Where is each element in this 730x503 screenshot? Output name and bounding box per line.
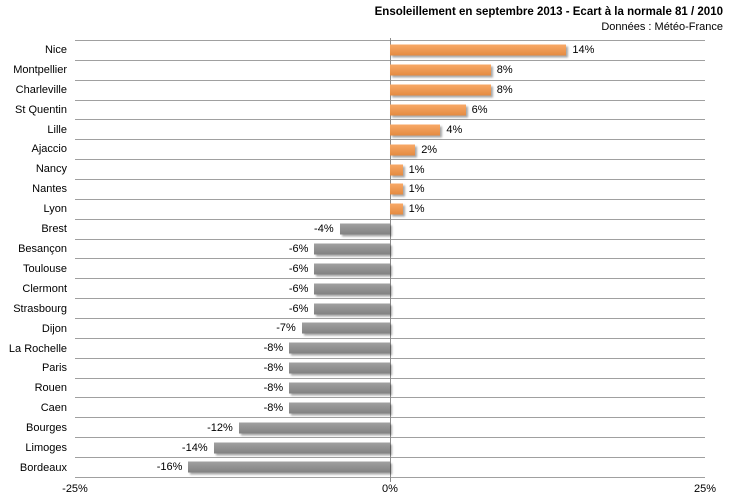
data-label: 8%: [496, 64, 513, 77]
data-label: 8%: [496, 84, 513, 97]
zero-axis-line: [390, 38, 391, 482]
bar-positive: [390, 84, 491, 96]
data-label: 1%: [408, 183, 425, 196]
bar-negative: [314, 263, 390, 275]
bar-negative: [289, 362, 390, 374]
category-label: Besançon: [18, 243, 67, 256]
x-tick-label: 25%: [693, 483, 717, 495]
plot-area: 14% 8% 8% 6% 4% 2% 1% 1% 1% -4% -6% -6% -6% -6% -7% -8%…: [75, 38, 705, 482]
bar-negative: [238, 422, 390, 434]
category-label: Nantes: [32, 183, 67, 196]
category-label: Dijon: [41, 322, 67, 335]
data-label: 6%: [471, 104, 488, 116]
data-label: 14%: [572, 44, 595, 57]
data-label: -8%: [263, 362, 284, 375]
category-label: Limoges: [25, 442, 67, 455]
bar-negative: [339, 223, 390, 235]
category-label: Nice: [44, 43, 67, 56]
bar-positive: [390, 64, 491, 76]
chart-title: Ensoleillement en septembre 2013 - Ecart…: [374, 6, 723, 18]
bar-negative: [301, 322, 390, 334]
bar-positive: [390, 104, 466, 116]
bar-positive: [390, 144, 416, 156]
category-label: Rouen: [34, 382, 67, 395]
category-label: Paris: [41, 362, 67, 375]
bar-positive: [390, 203, 403, 215]
category-labels: Nice Montpellier Charleville St Quentin Lill…: [0, 40, 67, 478]
bar-negative: [314, 243, 390, 255]
bar-negative: [213, 442, 390, 454]
x-tick-label: 0%: [382, 483, 398, 495]
chart-subtitle: Données : Météo-France: [601, 21, 723, 33]
data-label: -6%: [288, 302, 309, 315]
data-label: -16%: [156, 461, 183, 474]
bar-negative: [314, 303, 390, 315]
data-label: -8%: [263, 401, 284, 414]
bar-negative: [289, 382, 390, 394]
category-label: Toulouse: [22, 262, 67, 275]
category-label: Charleville: [15, 83, 67, 96]
category-label: St Quentin: [15, 103, 67, 116]
data-label: -6%: [288, 282, 309, 295]
category-label: Caen: [40, 402, 67, 415]
data-label: -6%: [288, 243, 309, 256]
data-label: 1%: [408, 203, 425, 216]
category-label: Nancy: [35, 163, 67, 176]
bar-positive: [390, 183, 403, 195]
category-label: Strasbourg: [13, 302, 67, 315]
category-label: La Rochelle: [8, 342, 67, 355]
data-label: -6%: [288, 262, 309, 275]
bar-positive: [390, 44, 567, 56]
x-tick-label: -25%: [62, 483, 88, 495]
bar-negative: [289, 342, 390, 354]
category-label: Brest: [41, 223, 67, 236]
data-label: -12%: [207, 421, 233, 434]
bar-negative: [314, 283, 390, 295]
data-label: 4%: [446, 123, 463, 136]
data-label: -7%: [276, 322, 296, 335]
category-label: Montpellier: [13, 63, 67, 76]
bar-negative: [289, 402, 390, 414]
category-label: Ajaccio: [31, 143, 67, 156]
data-label: -14%: [181, 441, 208, 454]
data-label: -8%: [263, 382, 284, 395]
data-label: 1%: [408, 163, 425, 176]
bar-negative: [188, 461, 390, 473]
category-label: Lille: [47, 123, 67, 136]
category-label: Lyon: [43, 203, 67, 216]
bar-positive: [390, 124, 441, 136]
data-label: -4%: [314, 223, 334, 236]
category-label: Clermont: [22, 282, 67, 295]
category-label: Bordeaux: [19, 461, 67, 474]
title-block: Ensoleillement en septembre 2013 - Ecart…: [375, 5, 723, 35]
category-label: Bourges: [26, 422, 67, 435]
x-axis: -25% 0% 25%: [62, 483, 716, 499]
bar-positive: [390, 164, 403, 176]
data-label: 2%: [421, 143, 438, 156]
data-label: -8%: [263, 342, 284, 355]
